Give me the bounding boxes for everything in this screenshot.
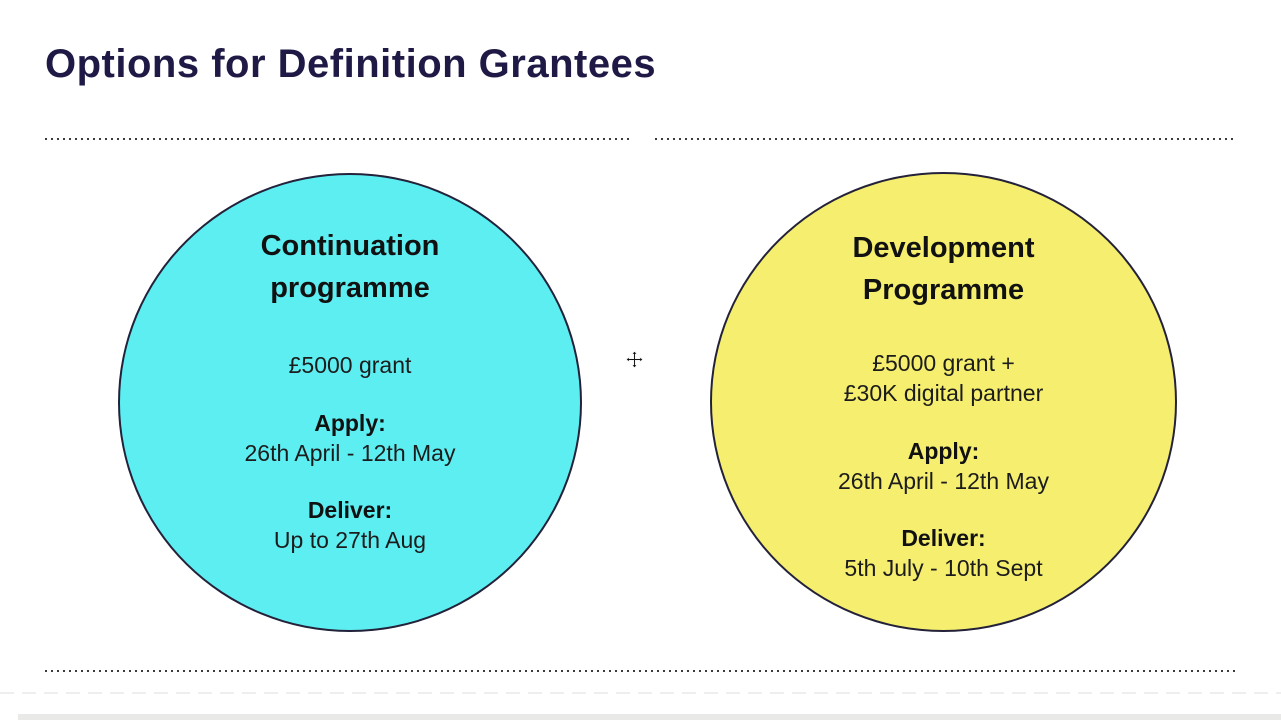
development-heading-line2: Programme <box>862 274 1025 306</box>
continuation-deliver-label: Deliver: <box>307 497 393 523</box>
continuation-apply-label: Apply: <box>314 410 386 436</box>
continuation-heading-line2: programme <box>270 272 430 304</box>
continuation-apply: Apply: 26th April - 12th May <box>120 408 580 468</box>
development-deliver: Deliver: 5th July - 10th Sept <box>712 523 1175 583</box>
development-apply-label: Apply: <box>907 438 980 464</box>
top-dotted-divider-right <box>655 138 1237 140</box>
development-grant-line2: £30K digital partner <box>843 380 1044 406</box>
page-title: Options for Definition Grantees <box>45 42 657 86</box>
continuation-apply-dates: 26th April - 12th May <box>244 440 456 466</box>
top-dotted-divider-left <box>45 138 630 140</box>
continuation-programme-circle: Continuation programme £5000 grant Apply… <box>118 173 582 632</box>
continuation-deliver-dates: Up to 27th Aug <box>273 527 427 553</box>
development-apply-dates: 26th April - 12th May <box>838 468 1049 494</box>
continuation-heading-line1: Continuation <box>260 230 440 262</box>
continuation-deliver: Deliver: Up to 27th Aug <box>120 495 580 555</box>
development-heading: Development Programme <box>712 174 1175 311</box>
faint-bottom-rule <box>0 692 1281 694</box>
continuation-grant-line1: £5000 grant <box>288 352 412 378</box>
bottom-edge-bar <box>18 714 1281 720</box>
development-apply: Apply: 26th April - 12th May <box>712 436 1175 496</box>
development-programme-circle: Development Programme £5000 grant + £30K… <box>710 172 1177 632</box>
continuation-heading: Continuation programme <box>120 175 580 309</box>
development-deliver-label: Deliver: <box>901 525 986 551</box>
development-deliver-dates: 5th July - 10th Sept <box>844 555 1043 581</box>
development-grant-line1: £5000 grant + <box>872 350 1015 376</box>
development-grant: £5000 grant + £30K digital partner <box>712 348 1175 408</box>
continuation-grant: £5000 grant <box>120 350 580 380</box>
bottom-dotted-divider <box>45 670 1237 672</box>
development-heading-line1: Development <box>852 232 1035 264</box>
move-cursor-icon <box>626 351 643 368</box>
